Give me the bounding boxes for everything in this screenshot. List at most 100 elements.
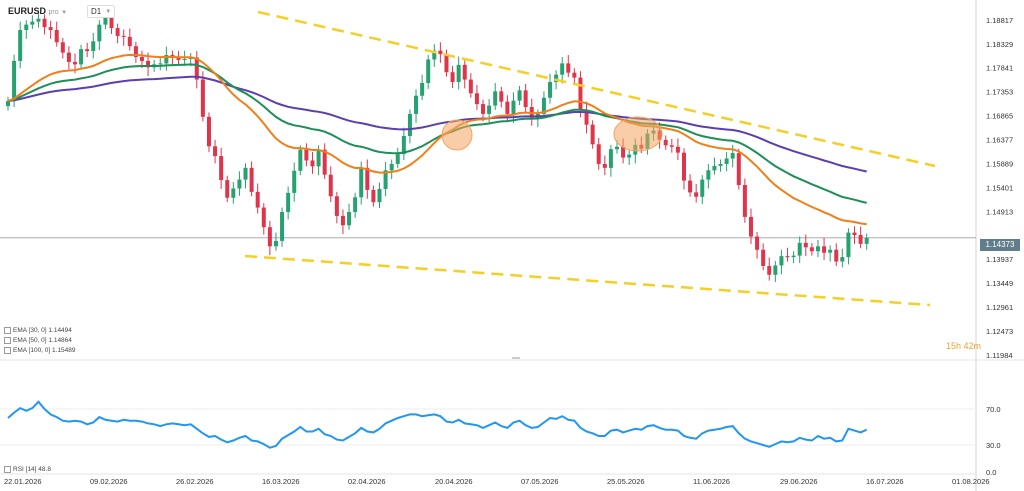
candle-down <box>694 192 699 197</box>
candle-down <box>858 235 863 244</box>
candle-up <box>700 179 705 197</box>
candle-up <box>24 24 29 31</box>
candle-up <box>79 49 84 65</box>
date-tick-label: 20.04.2026 <box>435 477 473 486</box>
candle-up <box>395 154 400 164</box>
rsi-tick-label: 70.0 <box>986 405 1001 414</box>
candle-down <box>785 256 790 258</box>
price-tick-label: 1.13937 <box>986 255 1013 264</box>
candle-down <box>146 60 151 68</box>
candle-down <box>176 57 181 60</box>
candle-up <box>779 256 784 266</box>
legend-ema100[interactable]: EMA [100, 0] 1.15489 <box>4 347 76 354</box>
candle-up <box>791 255 796 258</box>
legend-ema50[interactable]: EMA [50, 0] 1.14864 <box>4 337 72 344</box>
indicator-settings-icon <box>4 327 11 334</box>
candle-up <box>554 74 559 83</box>
price-tick-label: 1.13449 <box>986 279 1013 288</box>
candle-down <box>133 46 138 58</box>
symbol-selector[interactable]: EURUSD pro ▼ <box>8 6 67 16</box>
legend-rsi[interactable]: RSI [14] 48.8 <box>4 466 51 473</box>
candle-down <box>127 36 132 47</box>
timeframe-selector[interactable]: D1 ▼ <box>87 5 116 18</box>
date-tick-label: 25.05.2026 <box>607 477 645 486</box>
candle-down <box>742 185 747 217</box>
candle-down <box>225 180 230 198</box>
candle-up <box>273 240 278 247</box>
candle-down <box>681 152 686 181</box>
candle-up <box>97 24 102 42</box>
candle-up <box>615 146 619 150</box>
price-tick-label: 1.15889 <box>986 159 1013 168</box>
price-tick-label: 1.12473 <box>986 327 1013 336</box>
candle-down <box>48 27 53 31</box>
candle-down <box>748 216 753 237</box>
candle-up <box>724 158 729 164</box>
candle-up <box>103 17 108 25</box>
candle-up <box>815 246 820 252</box>
candle-up <box>487 105 492 114</box>
candle-down <box>572 72 577 78</box>
date-tick-label: 29.06.2026 <box>780 477 818 486</box>
candle-down <box>85 49 90 52</box>
legend-ema30[interactable]: EMA [30, 0] 1.14494 <box>4 327 72 334</box>
price-tick-label: 1.14913 <box>986 207 1013 216</box>
candle-down <box>499 91 504 102</box>
candle-up <box>706 170 711 180</box>
candle-down <box>310 160 315 167</box>
candle-down <box>304 149 309 161</box>
candle-down <box>834 249 839 262</box>
candle-down <box>438 50 443 55</box>
candle-down <box>822 246 827 253</box>
candle-down <box>523 90 528 108</box>
candle-up <box>493 91 498 106</box>
candle-up <box>164 55 169 64</box>
symbol-label: EURUSD <box>8 6 47 16</box>
candle-down <box>596 144 601 164</box>
candle-up <box>12 60 17 102</box>
candle-up <box>828 249 833 253</box>
candle-down <box>688 180 693 193</box>
candle-down <box>590 124 595 145</box>
candle-up <box>730 153 735 159</box>
candle-up <box>511 100 516 114</box>
ema100-line <box>7 75 867 173</box>
date-tick-label: 16.03.2026 <box>262 477 300 486</box>
candle-down <box>505 101 510 114</box>
date-tick-label: 07.05.2026 <box>521 477 559 486</box>
candle-up <box>718 163 723 166</box>
candle-up <box>432 50 437 60</box>
candle-up <box>840 257 845 262</box>
candle-up <box>316 149 321 167</box>
candle-up <box>426 59 431 83</box>
candle-down <box>736 153 741 186</box>
candle-down <box>139 57 144 61</box>
date-tick-label: 16.07.2026 <box>866 477 904 486</box>
price-tick-label: 1.18329 <box>986 40 1013 49</box>
candle-down <box>115 28 120 36</box>
candle-down <box>206 116 211 147</box>
candle-up <box>864 237 869 244</box>
candle-down <box>255 191 260 208</box>
candle-down <box>267 227 272 247</box>
candle-down <box>450 72 455 83</box>
rsi-line <box>7 400 868 449</box>
candle-up <box>517 90 522 101</box>
highlight-circle <box>613 116 663 152</box>
legend-rsi-label: RSI [14] 48.8 <box>13 466 51 473</box>
price-tick-label: 1.11984 <box>986 351 1013 360</box>
price-tick-label: 1.12961 <box>986 303 1013 312</box>
candle-down <box>663 139 668 146</box>
candle-up <box>231 188 236 198</box>
candle-up <box>30 21 35 25</box>
date-tick-label: 11.06.2026 <box>693 477 730 486</box>
candle-up <box>773 265 778 275</box>
rsi-tick-label: 30.0 <box>986 441 1001 450</box>
candle-up <box>627 154 632 158</box>
indicator-settings-icon <box>4 347 11 354</box>
indicator-settings-icon <box>4 337 11 344</box>
candle-up <box>846 232 851 258</box>
candle-down <box>675 146 680 153</box>
candle-down <box>121 35 126 37</box>
price-tick-label: 1.17353 <box>986 88 1013 97</box>
